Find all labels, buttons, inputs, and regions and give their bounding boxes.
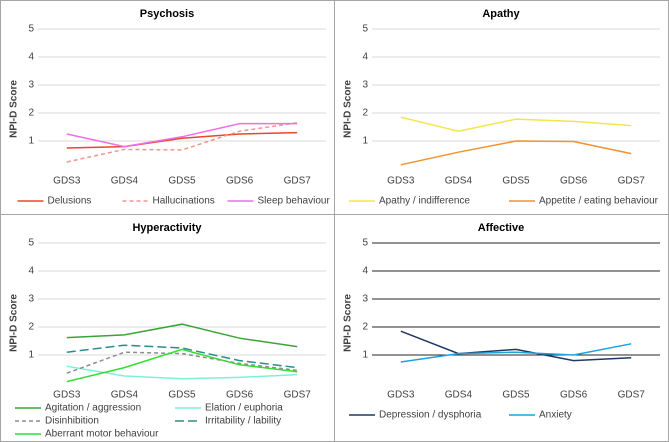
- series-line: [66, 348, 298, 383]
- chart-title: Affective: [478, 222, 524, 234]
- panel: Hyperactivity NPI-D Score 1 2 3 4 5 GDS3 GDS4 GDS…: [9, 222, 326, 440]
- series-line: [66, 131, 298, 149]
- x-tick-label: GDS6: [226, 176, 254, 187]
- legend-label: Appetite / eating behaviour: [539, 196, 659, 207]
- legend-label: Agitation / aggression: [45, 403, 141, 414]
- legend-label: Irritability / lability: [205, 416, 281, 427]
- x-tick-label: GDS7: [618, 390, 646, 401]
- legend-label: Anxiety: [539, 410, 572, 421]
- chart-title: Apathy: [482, 8, 520, 20]
- legend-label: Depression / dysphoria: [379, 410, 482, 421]
- legend-label: Disinhibition: [45, 416, 99, 427]
- legend-label: Sleep behaviour: [258, 196, 331, 207]
- x-tick-label: GDS5: [168, 390, 196, 401]
- legend-label: Hallucinations: [153, 196, 215, 207]
- y-tick-label: 5: [28, 238, 34, 249]
- chart-title: Psychosis: [140, 8, 194, 20]
- y-tick-label: 3: [362, 294, 368, 305]
- panel: Psychosis NPI-D Score 1 2 3 4 5 GDS3 GDS4 GDS5 GDS…: [9, 8, 331, 207]
- x-tick-label: GDS6: [560, 176, 588, 187]
- y-tick-label: 2: [362, 108, 368, 119]
- x-tick-label: GDS5: [168, 176, 196, 187]
- y-tick-label: 3: [28, 294, 34, 305]
- x-tick-label: GDS7: [618, 176, 646, 187]
- series-line: [66, 122, 298, 163]
- y-axis-label: NPI-D Score: [343, 80, 354, 138]
- y-tick-label: 3: [362, 80, 368, 91]
- x-tick-label: GDS6: [560, 390, 588, 401]
- x-tick-label: GDS6: [226, 390, 254, 401]
- legend-label: Delusions: [48, 196, 92, 207]
- y-tick-label: 1: [362, 350, 368, 361]
- y-tick-label: 5: [28, 24, 34, 35]
- series-line: [66, 351, 298, 374]
- y-tick-label: 1: [28, 136, 34, 147]
- y-tick-label: 1: [362, 136, 368, 147]
- x-tick-label: GDS3: [387, 390, 415, 401]
- x-tick-label: GDS3: [387, 176, 415, 187]
- legend-label: Aberrant motor behaviour: [45, 429, 159, 440]
- series-line: [66, 323, 298, 348]
- series-line: [400, 330, 632, 362]
- x-tick-label: GDS3: [53, 176, 81, 187]
- y-axis-label: NPI-D Score: [9, 294, 20, 352]
- y-tick-label: 2: [28, 322, 34, 333]
- y-tick-label: 3: [28, 80, 34, 91]
- series-line: [66, 122, 298, 148]
- x-tick-label: GDS4: [111, 176, 139, 187]
- series-line: [400, 116, 632, 132]
- y-axis-label: NPI-D Score: [9, 80, 20, 138]
- y-tick-label: 2: [362, 322, 368, 333]
- x-tick-label: GDS7: [284, 390, 312, 401]
- y-axis-label: NPI-D Score: [343, 294, 354, 352]
- x-tick-label: GDS4: [445, 390, 473, 401]
- y-tick-label: 4: [362, 52, 368, 63]
- x-tick-label: GDS5: [502, 390, 530, 401]
- legend-label: Elation / euphoria: [205, 403, 283, 414]
- series-line: [400, 343, 632, 363]
- x-tick-label: GDS4: [445, 176, 473, 187]
- y-tick-label: 5: [362, 24, 368, 35]
- x-tick-label: GDS3: [53, 390, 81, 401]
- panel: Affective NPI-D Score 1 2 3 4 5 GDS3 GDS4 GDS5 GDS…: [343, 222, 660, 421]
- legend-label: Apathy / indifference: [379, 196, 470, 207]
- y-tick-label: 2: [28, 108, 34, 119]
- x-tick-label: GDS4: [111, 390, 139, 401]
- y-tick-label: 4: [362, 266, 368, 277]
- series-line: [400, 140, 632, 166]
- y-tick-label: 4: [28, 52, 34, 63]
- y-tick-label: 4: [28, 266, 34, 277]
- y-tick-label: 1: [28, 350, 34, 361]
- y-tick-label: 5: [362, 238, 368, 249]
- x-tick-label: GDS7: [284, 176, 312, 187]
- panel: Apathy NPI-D Score 1 2 3 4 5 GDS3 GDS4 GDS5 GDS6 GD…: [343, 8, 660, 207]
- x-tick-label: GDS5: [502, 176, 530, 187]
- chart-title: Hyperactivity: [132, 222, 202, 234]
